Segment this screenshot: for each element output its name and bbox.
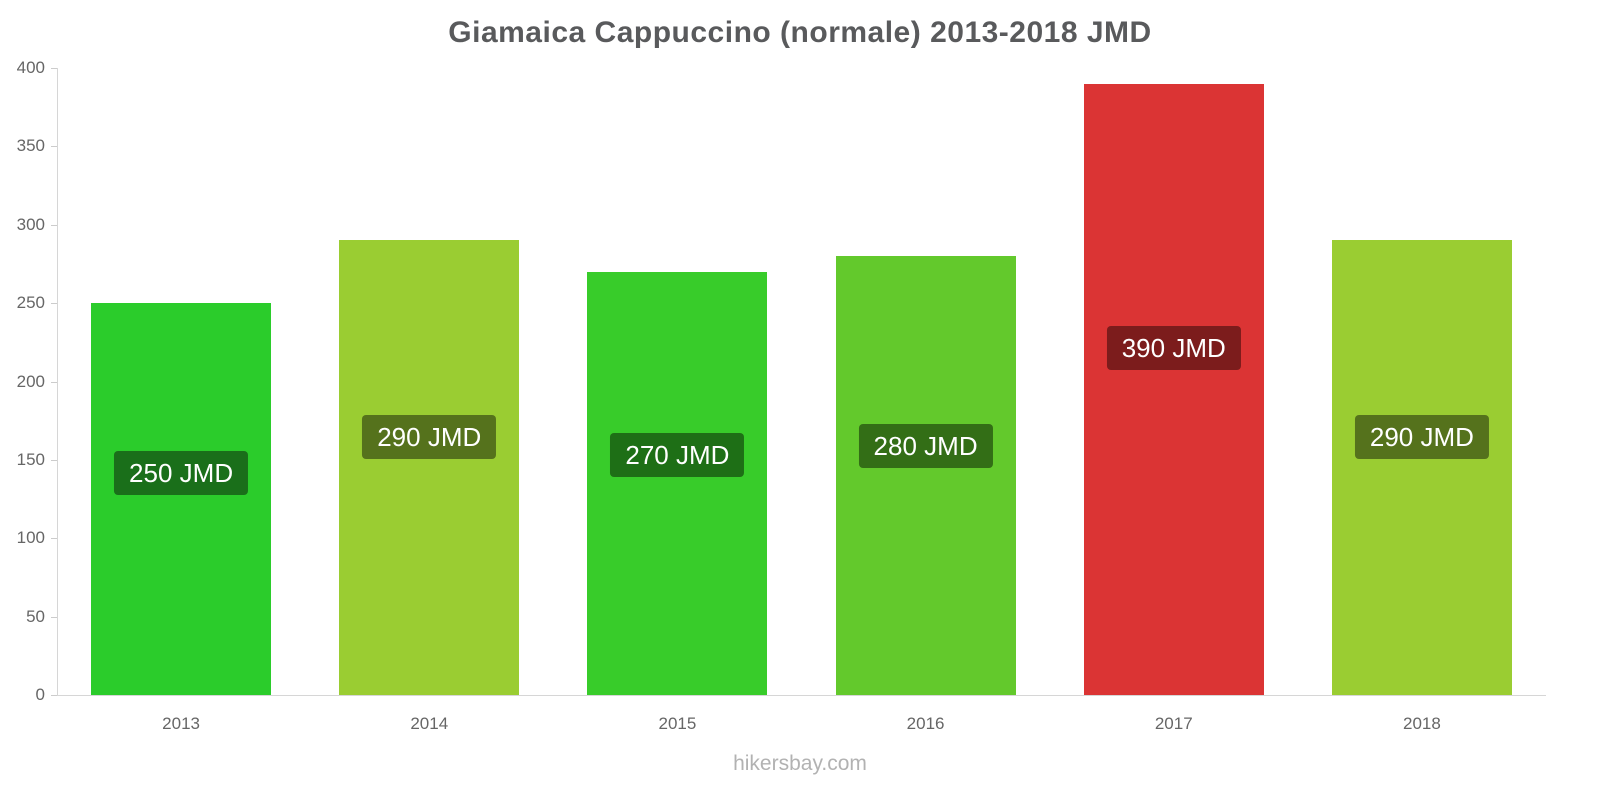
y-tick-mark [51, 616, 57, 618]
x-axis-line [57, 695, 1546, 696]
y-tick-label: 250 [16, 293, 45, 313]
y-tick-mark [51, 224, 57, 226]
y-axis-line [57, 68, 58, 695]
bar-value-label: 390 JMD [1106, 326, 1241, 371]
y-tick-mark [51, 146, 57, 148]
y-tick-mark [51, 381, 57, 383]
y-tick-mark [51, 695, 57, 696]
y-tick-label: 100 [16, 528, 45, 548]
y-tick-label: 50 [26, 606, 45, 626]
bar-2013[interactable] [91, 303, 272, 695]
y-tick-label: 200 [16, 371, 45, 391]
bar-2018[interactable] [1331, 240, 1512, 695]
y-tick-label: 0 [35, 685, 45, 704]
x-tick-label: 2017 [1154, 714, 1193, 733]
bar-value-label: 250 JMD [114, 450, 249, 495]
chart-title: Giamaica Cappuccino (normale) 2013-2018 … [448, 16, 1152, 49]
y-tick-label: 350 [16, 136, 45, 156]
bar-2015[interactable] [587, 271, 768, 695]
y-tick-label: 150 [16, 449, 45, 469]
x-tick-label: 2014 [410, 714, 449, 733]
watermark: hikersbay.com [733, 752, 867, 775]
bar-2014[interactable] [339, 240, 520, 695]
y-tick-mark [51, 459, 57, 461]
x-tick-label: 2016 [906, 714, 945, 733]
bar-value-label: 280 JMD [858, 424, 993, 469]
x-tick-label: 2018 [1402, 714, 1441, 733]
x-tick-label: 2015 [658, 714, 697, 733]
y-tick-mark [51, 538, 57, 540]
y-tick-mark [51, 68, 57, 69]
y-tick-mark [51, 303, 57, 305]
y-tick-label: 400 [16, 58, 45, 77]
bar-value-label: 270 JMD [610, 433, 745, 478]
y-tick-label: 300 [16, 214, 45, 234]
bar-value-label: 290 JMD [1354, 415, 1489, 460]
x-tick-label: 2013 [162, 714, 200, 733]
bar-2016[interactable] [835, 256, 1016, 695]
bar-2017[interactable] [1083, 83, 1264, 695]
bar-value-label: 290 JMD [362, 415, 497, 460]
